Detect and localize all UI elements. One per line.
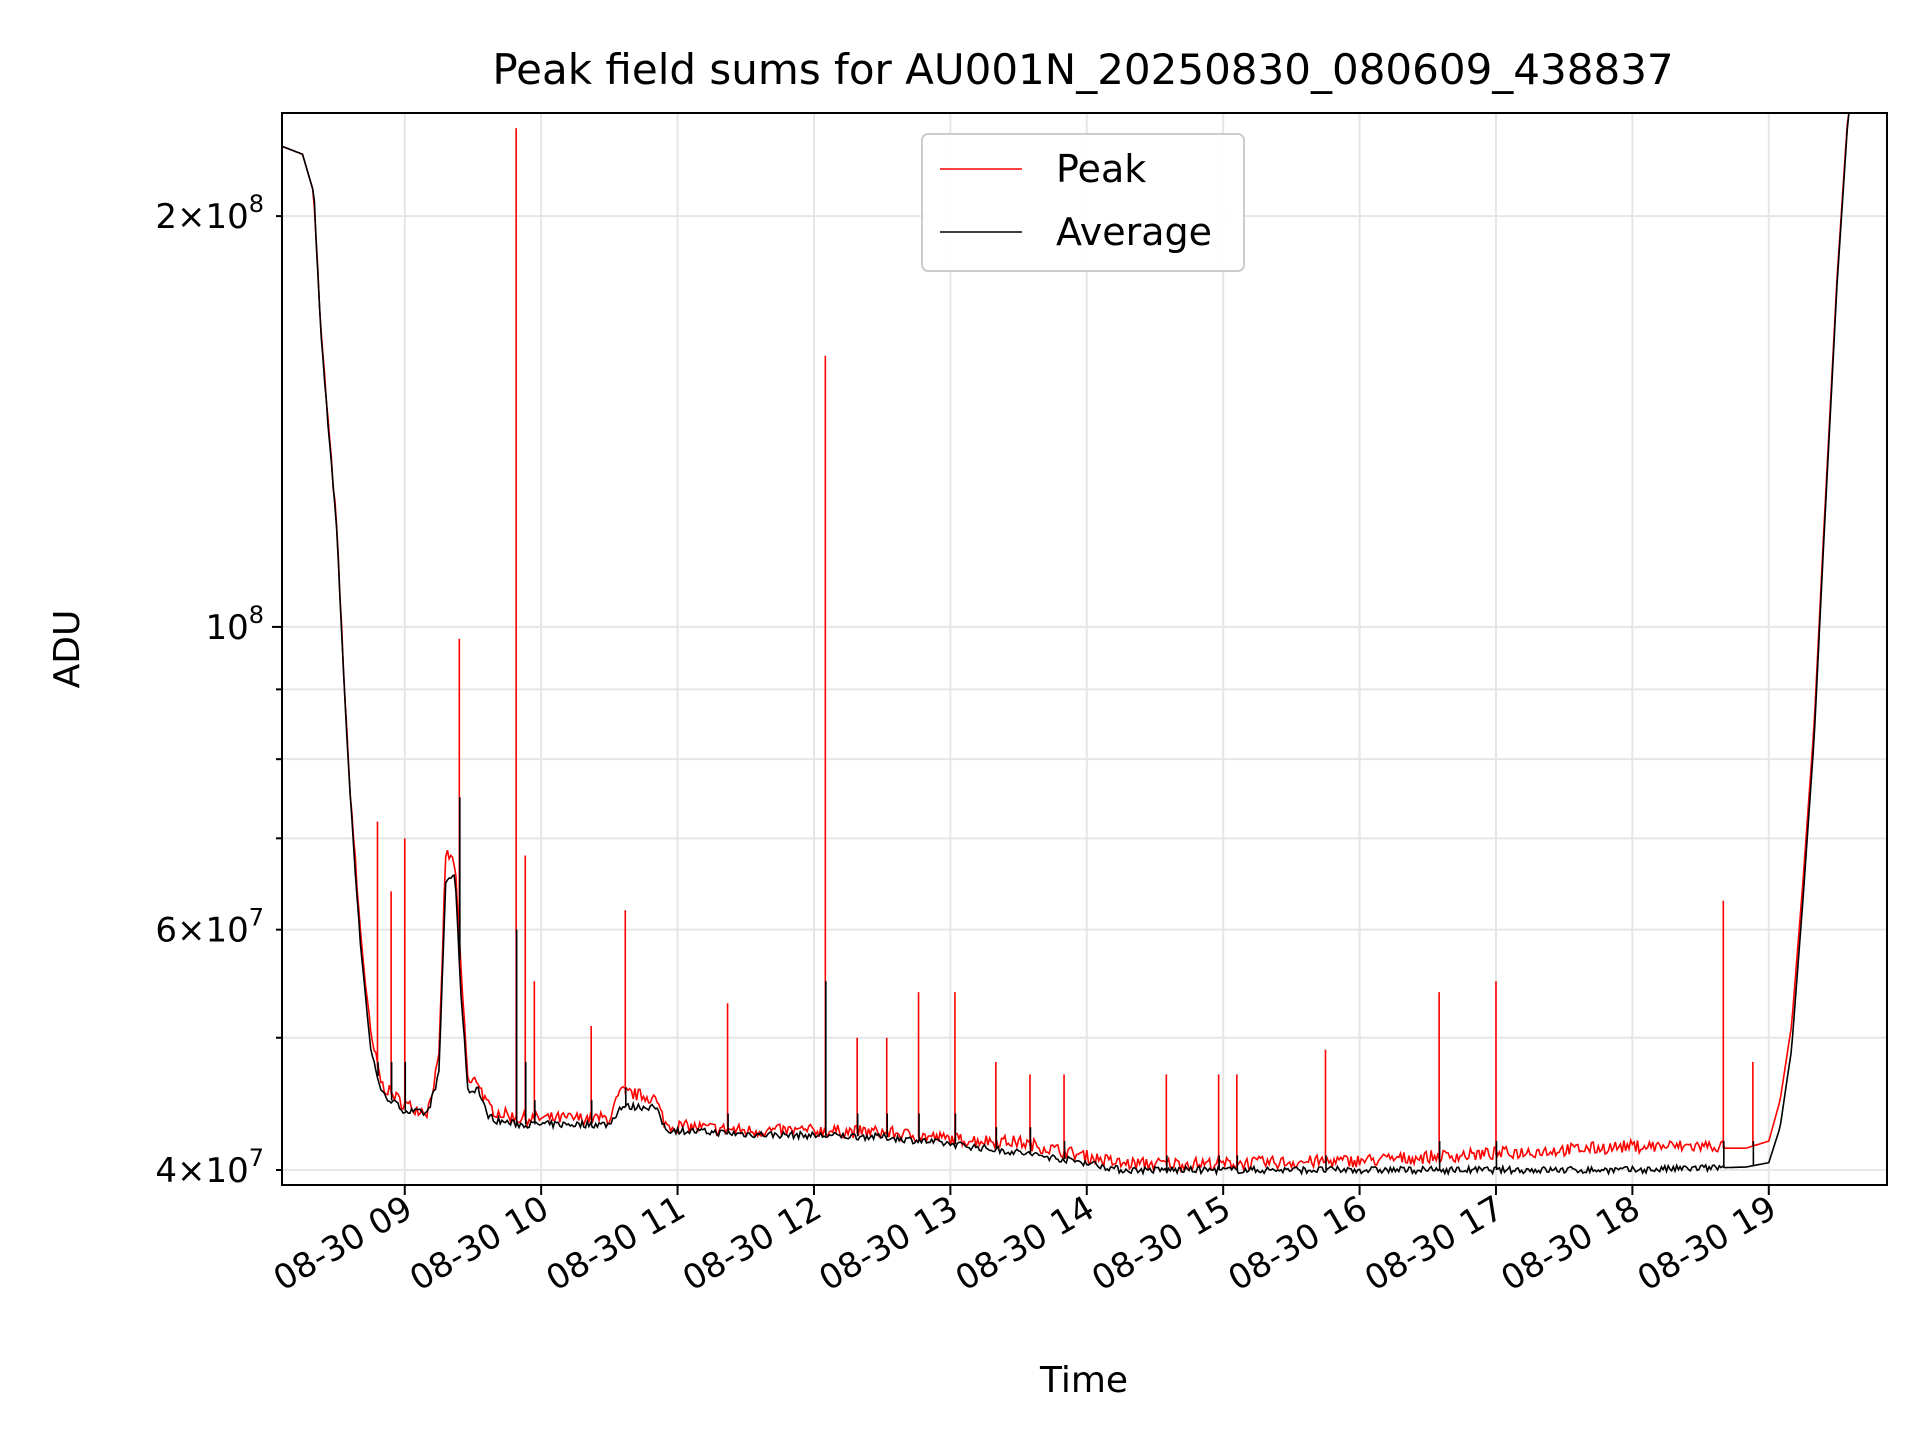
legend: Peak Average xyxy=(921,133,1245,272)
grid xyxy=(282,113,1887,1185)
y-tick-exponent: 8 xyxy=(249,601,264,629)
y-tick-label: 4×107 xyxy=(155,1144,264,1191)
y-tick-label: 108 xyxy=(205,601,264,648)
y-tick-label: 6×107 xyxy=(155,904,264,951)
y-tick-exponent: 8 xyxy=(249,190,264,218)
series-line-peak xyxy=(281,112,1860,1174)
y-tick-mantissa: 4 xyxy=(155,1151,177,1191)
series-layer xyxy=(281,112,1860,1177)
y-axis: 2×108 108 6×107 4×107 xyxy=(155,190,282,1191)
plot-area xyxy=(282,113,1887,1185)
y-tick-mantissa: 2 xyxy=(155,197,177,237)
y-tick-label: 2×108 xyxy=(155,190,264,237)
legend-label-average: Average xyxy=(1056,210,1212,254)
chart-title: Peak field sums for AU001N_20250830_0806… xyxy=(492,45,1673,94)
plot-frame xyxy=(281,112,1888,1186)
x-axis-label: Time xyxy=(1039,1360,1128,1401)
series-line-average xyxy=(281,112,1860,1177)
y-tick-exponent: 7 xyxy=(249,904,264,932)
y-tick-exponent: 7 xyxy=(249,1144,264,1172)
y-tick-mantissa: 6 xyxy=(155,911,177,951)
y-axis-label: ADU xyxy=(47,610,88,689)
legend-label-peak: Peak xyxy=(1056,147,1146,191)
average-spikes xyxy=(377,797,1755,1170)
